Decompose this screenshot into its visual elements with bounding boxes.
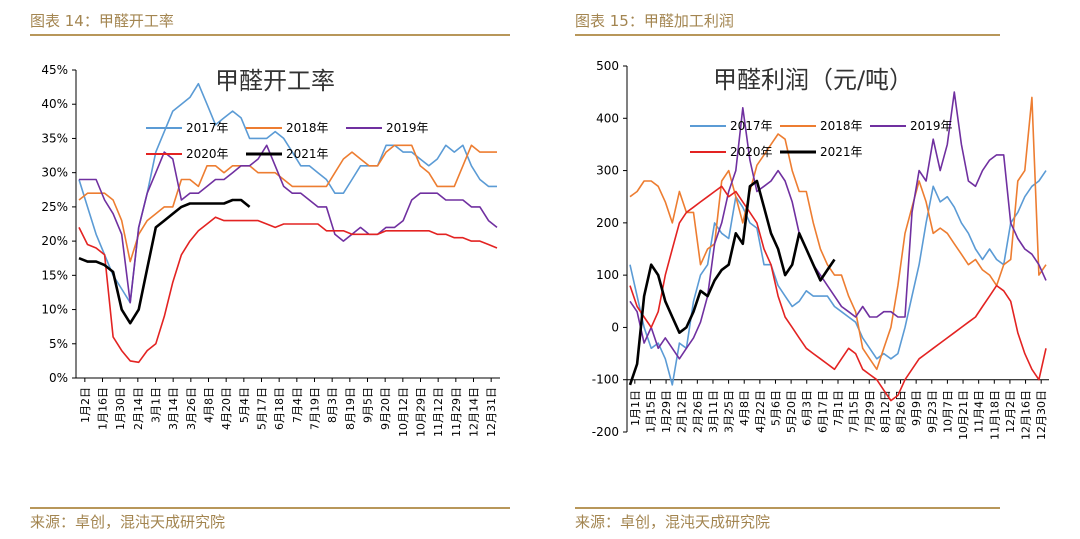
x-tick-label: 11月4日 — [973, 390, 986, 433]
series-line-2018年 — [629, 96, 1047, 371]
x-tick-label: 9月9日 — [910, 390, 923, 426]
x-tick-label: 10月7日 — [941, 390, 954, 433]
chart-title: 甲醛利润（元/吨） — [713, 66, 913, 94]
chart-title: 甲醛开工率 — [215, 67, 335, 95]
x-tick-label: 10月12日 — [397, 387, 410, 437]
series-line-2019年 — [79, 144, 498, 304]
x-tick-label: 9月20日 — [379, 387, 392, 430]
x-tick-label: 3月14日 — [167, 387, 180, 430]
x-tick-label: 1月1日 — [629, 390, 642, 426]
x-tick-label: 12月2日 — [1004, 390, 1017, 433]
x-tick-label: 2月26日 — [691, 390, 704, 433]
x-tick-label: 12月14日 — [468, 387, 481, 437]
series-line-2017年 — [78, 82, 497, 304]
x-tick-label: 11月29日 — [450, 387, 463, 437]
series-line-2020年 — [629, 185, 1047, 402]
x-tick-label: 3月1日 — [150, 387, 163, 423]
x-tick-label: 6月17日 — [816, 390, 829, 433]
x-tick-label: 1月15日 — [644, 390, 657, 433]
y-tick-label: 45% — [41, 63, 68, 77]
y-tick-label: 20% — [41, 234, 68, 248]
series-line-2019年 — [629, 91, 1047, 360]
y-tick-label: 15% — [41, 268, 68, 282]
x-tick-label: 3月11日 — [707, 390, 720, 433]
legend-label-2019年: 2019年 — [386, 121, 429, 135]
y-tick-label: -100 — [592, 373, 619, 387]
legend-label-2021年: 2021年 — [820, 145, 863, 159]
series-line-2021年 — [78, 198, 251, 325]
x-tick-label: 4月20日 — [220, 387, 233, 430]
x-tick-label: 4月22日 — [754, 390, 767, 433]
y-tick-label: 100 — [596, 268, 619, 282]
x-tick-label: 11月18日 — [988, 390, 1001, 440]
x-tick-label: 5月20日 — [785, 390, 798, 433]
x-tick-label: 1月16日 — [97, 387, 110, 430]
right-panel-source: 来源：卓创，混沌天成研究院 — [575, 507, 1000, 535]
x-tick-label: 12月31日 — [485, 387, 498, 437]
y-tick-label: 10% — [41, 303, 68, 317]
x-tick-label: 7月29日 — [863, 390, 876, 433]
y-tick-label: 35% — [41, 131, 68, 145]
x-tick-label: 8月19日 — [344, 387, 357, 430]
y-tick-label: 30% — [41, 166, 68, 180]
y-tick-label: 500 — [596, 59, 619, 73]
series-line-2020年 — [78, 216, 498, 364]
right-panel-header: 图表 15：甲醛加工利润 — [575, 6, 1000, 36]
series-line-2018年 — [78, 144, 497, 263]
x-tick-label: 7月15日 — [848, 390, 861, 433]
x-tick-label: 6月3日 — [801, 390, 814, 426]
x-tick-label: 12月16日 — [1020, 390, 1033, 440]
left-panel-header: 图表 14：甲醛开工率 — [30, 6, 510, 36]
x-tick-label: 7月1日 — [832, 390, 845, 426]
x-tick-label: 9月23日 — [926, 390, 939, 433]
x-tick-label: 7月19日 — [309, 387, 322, 430]
x-tick-label: 1月2日 — [79, 387, 92, 423]
x-tick-label: 1月29日 — [660, 390, 673, 433]
operating-rate-chart: 0% 5% 10% 15% 20% 25% 30% 35% 40% 45% 1月2日 1月16日 1月3… — [41, 63, 500, 437]
y-tick-label: 200 — [596, 216, 619, 230]
y-tick-label: 40% — [41, 97, 68, 111]
y-tick-label: -200 — [592, 425, 619, 439]
y-tick-label: 400 — [596, 111, 619, 125]
x-tick-label: 3月26日 — [185, 387, 198, 430]
left-panel-source: 来源：卓创，混沌天成研究院 — [30, 507, 510, 535]
legend-label-2018年: 2018年 — [286, 121, 329, 135]
legend-label-2020年: 2020年 — [186, 147, 229, 161]
x-tick-label: 2月14日 — [132, 387, 145, 430]
x-tick-label: 12月30日 — [1035, 390, 1048, 440]
x-tick-label: 9月5日 — [362, 387, 375, 423]
x-tick-label: 11月12日 — [432, 387, 445, 437]
x-tick-label: 5月6日 — [769, 390, 782, 426]
x-tick-label: 5月17日 — [256, 387, 269, 430]
x-tick-label: 10月29日 — [415, 387, 428, 437]
y-tick-label: 5% — [49, 337, 68, 351]
x-tick-label: 8月26日 — [895, 390, 908, 433]
legend-label-2017年: 2017年 — [730, 119, 773, 133]
x-tick-label: 3月25日 — [723, 390, 736, 433]
legend-label-2017年: 2017年 — [186, 121, 229, 135]
x-tick-label: 10月21日 — [957, 390, 970, 440]
x-tick-label: 6月18日 — [273, 387, 286, 430]
series-line-2021年 — [628, 179, 836, 386]
x-tick-label: 1月30日 — [114, 387, 127, 430]
x-tick-label: 8月3日 — [326, 387, 339, 423]
x-tick-label: 5月4日 — [238, 387, 251, 423]
legend-label-2021年: 2021年 — [286, 147, 329, 161]
y-tick-label: 25% — [41, 200, 68, 214]
y-tick-label: 0 — [611, 320, 619, 334]
series-line-2017年 — [629, 170, 1047, 386]
x-tick-label: 7月4日 — [291, 387, 304, 423]
legend-label-2019年: 2019年 — [910, 119, 953, 133]
x-tick-label: 2月12日 — [676, 390, 689, 433]
x-tick-label: 4月8日 — [738, 390, 751, 426]
x-tick-label: 4月8日 — [203, 387, 216, 423]
y-tick-label: 0% — [49, 371, 68, 385]
y-tick-label: 300 — [596, 164, 619, 178]
legend-label-2020年: 2020年 — [730, 145, 773, 159]
legend-label-2018年: 2018年 — [820, 119, 863, 133]
x-tick-label: 8月12日 — [879, 390, 892, 433]
